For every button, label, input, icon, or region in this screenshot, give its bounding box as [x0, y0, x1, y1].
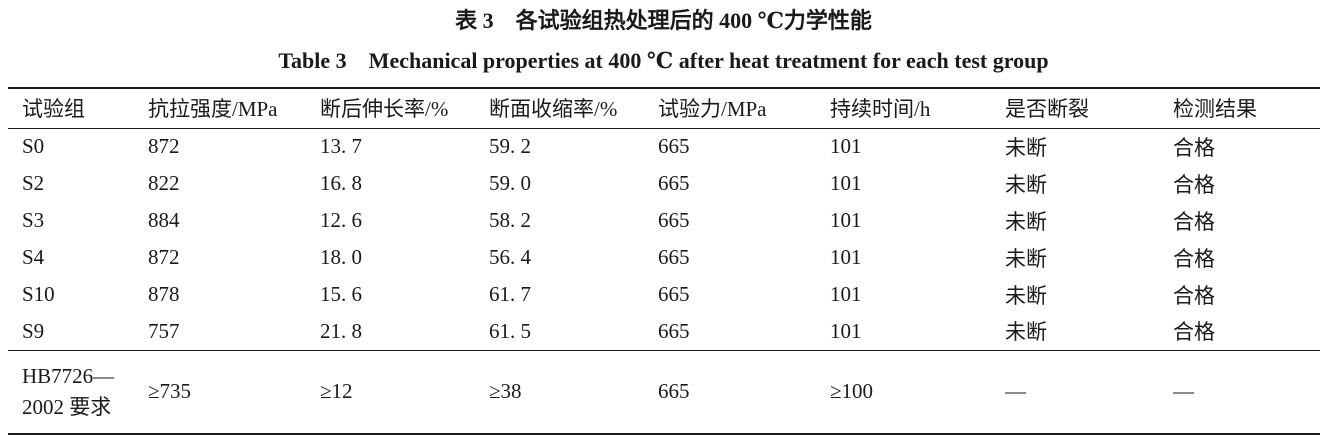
cell: 12. 6: [320, 208, 362, 232]
cell: 59. 0: [489, 171, 531, 195]
cell: 101: [830, 245, 862, 269]
cell: 未断: [1005, 172, 1047, 197]
cell: 665: [658, 208, 690, 232]
cell: 101: [830, 134, 862, 159]
cell: 13. 7: [320, 134, 362, 159]
cell: 61. 7: [489, 282, 531, 306]
cell: S10: [22, 282, 55, 306]
cell: 21. 8: [320, 318, 362, 343]
cell: 872: [148, 245, 180, 269]
cell: 18. 0: [320, 245, 362, 269]
table-row: HB7726— 2002 要求 ≥735 ≥12 ≥38 665 ≥100 — —: [8, 350, 1320, 434]
cell: 58. 2: [489, 208, 531, 232]
header-cell-inspection-result: 检测结果: [1173, 97, 1257, 122]
cell: 878: [148, 282, 180, 306]
cell: 未断: [1005, 320, 1047, 345]
cell: 未断: [1005, 246, 1047, 271]
header-cell-test-group: 试验组: [22, 97, 85, 122]
cell: 822: [148, 171, 180, 195]
cell: —: [1173, 379, 1194, 404]
cell: 未断: [1005, 135, 1047, 160]
header-cell-test-force: 试验力/MPa: [658, 97, 767, 122]
cell: ≥100: [830, 379, 874, 404]
cell: 15. 6: [320, 282, 362, 306]
table-row: S2 822 16. 8 59. 0 665 101 未断 合格: [8, 165, 1320, 202]
cell: 757: [148, 318, 180, 343]
cell: ≥12: [320, 379, 353, 404]
cell: 59. 2: [489, 134, 531, 159]
cell: 61. 5: [489, 318, 531, 343]
cell: 884: [148, 208, 180, 232]
table-title-en: Table 3 Mechanical properties at 400 ℃ a…: [278, 48, 1049, 73]
cell: 16. 8: [320, 171, 362, 195]
header-cell-fracture-or-not: 是否断裂: [1005, 97, 1089, 122]
cell: HB7726— 2002 要求: [22, 363, 115, 419]
cell: 合格: [1173, 172, 1215, 197]
cell: ≥38: [489, 379, 522, 404]
cell: 872: [148, 134, 180, 159]
cell: 合格: [1173, 283, 1215, 308]
cell: 665: [658, 318, 690, 343]
cell: 未断: [1005, 209, 1047, 234]
cell: —: [1005, 379, 1026, 404]
table-row: S3 884 12. 6 58. 2 665 101 未断 合格: [8, 202, 1320, 239]
cell: 101: [830, 208, 862, 232]
cell: S0: [22, 134, 45, 159]
table-row: S4 872 18. 0 56. 4 665 101 未断 合格: [8, 239, 1320, 276]
cell: 665: [658, 379, 690, 404]
cell: S4: [22, 245, 45, 269]
cell: 56. 4: [489, 245, 531, 269]
cell: 101: [830, 282, 862, 306]
header-cell-reduction-of-area: 断面收缩率/%: [489, 97, 618, 122]
cell: S9: [22, 318, 45, 343]
header-cell-elongation: 断后伸长率/%: [320, 97, 449, 122]
cell: 101: [830, 318, 862, 343]
cell: 665: [658, 245, 690, 269]
cell: 665: [658, 171, 690, 195]
header-cell-tensile-strength: 抗拉强度/MPa: [148, 97, 278, 122]
cell: 合格: [1173, 135, 1215, 160]
cell: 未断: [1005, 283, 1047, 308]
cell: ≥735: [148, 379, 192, 404]
cell: 665: [658, 134, 690, 159]
cell: S3: [22, 208, 45, 232]
cell: 665: [658, 282, 690, 306]
cell: S2: [22, 171, 45, 195]
table-row: S10 878 15. 6 61. 7 665 101 未断 合格: [8, 276, 1320, 313]
table-row: S0 872 13. 7 59. 2 665 101 未断 合格: [8, 128, 1320, 165]
cell: 合格: [1173, 246, 1215, 271]
table-row: S9 757 21. 8 61. 5 665 101 未断 合格: [8, 313, 1320, 350]
cell: 合格: [1173, 209, 1215, 234]
header-cell-duration: 持续时间/h: [830, 97, 931, 122]
cell: 101: [830, 171, 862, 195]
cell: 合格: [1173, 320, 1215, 345]
table-title-zh: 表 3 各试验组热处理后的 400 ℃力学性能: [455, 8, 872, 33]
results-table: 试验组 抗拉强度/MPa 断后伸长率/% 断面收缩率/% 试验力/MPa 持续时…: [8, 87, 1320, 435]
header-row: 试验组 抗拉强度/MPa 断后伸长率/% 断面收缩率/% 试验力/MPa 持续时…: [8, 88, 1320, 128]
